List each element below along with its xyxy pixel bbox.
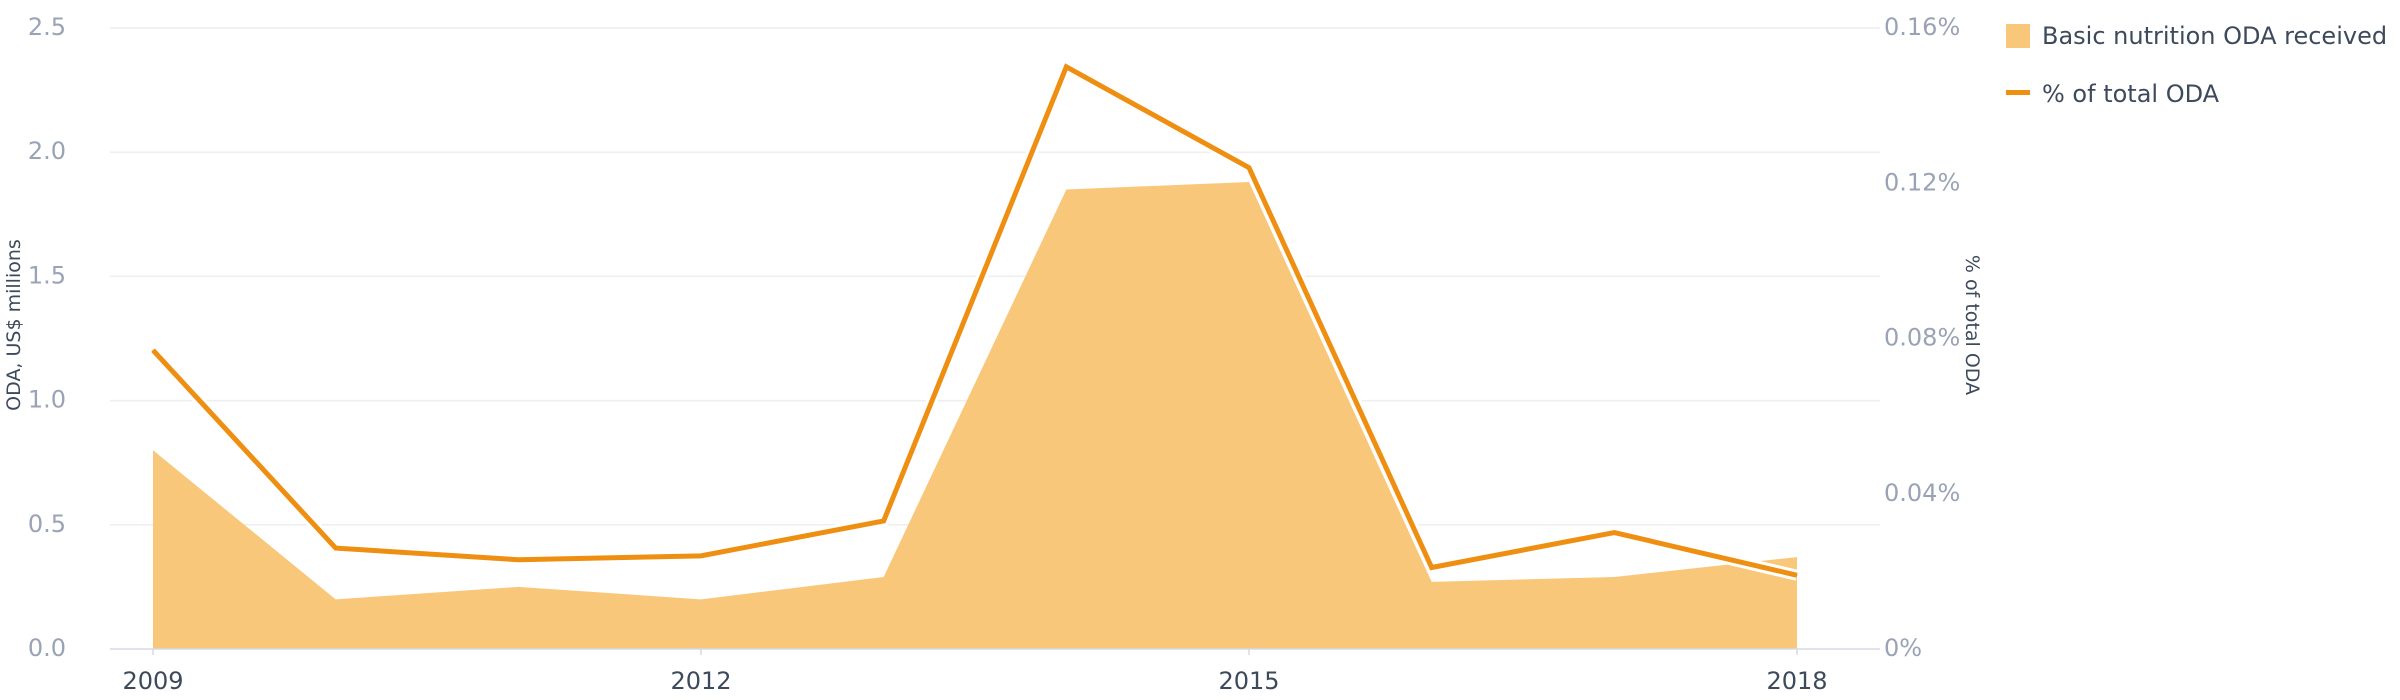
line-pct-total-oda — [151, 63, 1798, 578]
line-point — [1613, 532, 1615, 534]
legend-label-line: % of total ODA — [2042, 80, 2220, 108]
axes: 0.0 0.5 1.0 1.5 2.0 2.5 0% 0.04% 0.08% 0.12% 0.16%… — [28, 13, 1960, 695]
line-point — [152, 349, 154, 351]
area-series — [153, 182, 1797, 649]
line-point — [700, 555, 702, 557]
y-tick-label-right: 0% — [1884, 634, 1922, 662]
legend-label-area: Basic nutrition ODA received — [2042, 22, 2387, 50]
y-tick-label-right: 0.12% — [1884, 168, 1960, 196]
x-tick-label: 2018 — [1766, 667, 1827, 695]
y-tick-label-left: 0.0 — [28, 634, 66, 662]
x-tick-label: 2015 — [1218, 667, 1279, 695]
y-tick-label-left: 2.0 — [28, 137, 66, 165]
y-tick-label-right: 0.08% — [1884, 324, 1960, 352]
area-basic-nutrition-oda — [153, 182, 1797, 649]
line-point — [1796, 574, 1798, 576]
y-tick-label-right: 0.16% — [1884, 13, 1960, 41]
y-axis-right-title: % of total ODA — [1961, 255, 1983, 395]
x-tick-label: 2009 — [122, 667, 183, 695]
line-series — [148, 61, 1799, 581]
y-axis-left-title: ODA, US$ millions — [3, 239, 25, 411]
line-point — [1431, 566, 1433, 568]
line-point — [517, 559, 519, 561]
y-tick-label-left: 2.5 — [28, 13, 66, 41]
x-tick-label: 2012 — [670, 667, 731, 695]
gridlines — [110, 27, 1880, 526]
line-point — [883, 520, 885, 522]
line-point — [1248, 167, 1250, 169]
line-point — [335, 547, 337, 549]
legend: Basic nutrition ODA received % of total … — [2006, 22, 2387, 108]
legend-swatch-area — [2006, 24, 2030, 48]
y-tick-label-left: 1.5 — [28, 261, 66, 289]
y-tick-label-right: 0.04% — [1884, 479, 1960, 507]
legend-swatch-line — [2006, 90, 2030, 95]
y-tick-label-left: 0.5 — [28, 510, 66, 538]
line-point — [1065, 66, 1067, 68]
y-tick-label-left: 1.0 — [28, 386, 66, 414]
